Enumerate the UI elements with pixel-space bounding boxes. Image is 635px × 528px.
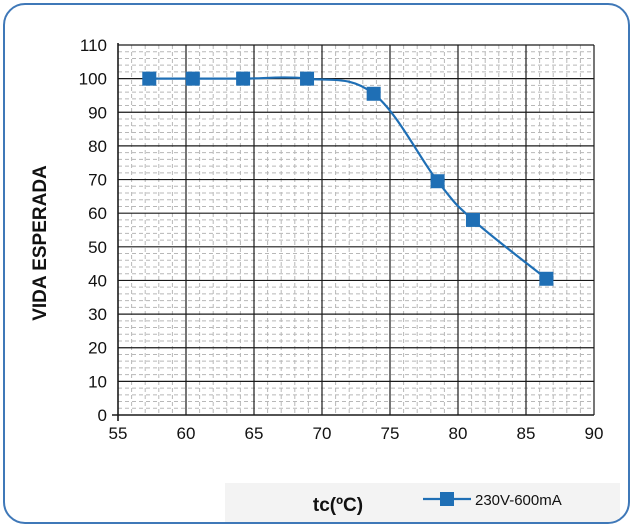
y-tick-label: 90 <box>88 103 107 122</box>
x-axis-label: tc(ºC) <box>313 495 363 516</box>
x-tick-label: 80 <box>449 424 468 443</box>
x-tick-label: 60 <box>177 424 196 443</box>
y-axis-label: VIDA ESPERADA <box>30 165 51 321</box>
axes <box>112 43 594 421</box>
y-tick-label: 10 <box>88 372 107 391</box>
y-tick-label: 0 <box>98 406 107 425</box>
y-tick-label: 50 <box>88 238 107 257</box>
x-tick-label: 85 <box>517 424 536 443</box>
y-tick-labels: 0 10 20 30 40 50 60 70 80 90 100 110 <box>79 36 107 425</box>
y-tick-label: 100 <box>79 70 107 89</box>
data-point <box>539 271 554 286</box>
x-tick-label: 90 <box>585 424 604 443</box>
x-tick-label: 55 <box>109 424 128 443</box>
x-tick-label: 75 <box>381 424 400 443</box>
x-tick-label: 65 <box>245 424 264 443</box>
data-point <box>430 174 445 189</box>
data-point <box>300 71 315 86</box>
data-point <box>366 86 381 101</box>
series-line <box>149 76 548 280</box>
x-tick-labels: 55 60 65 70 75 80 85 90 <box>109 424 604 443</box>
data-point <box>236 71 251 86</box>
y-tick-label: 110 <box>80 36 107 55</box>
data-point <box>142 71 157 86</box>
chart-frame: 55 60 65 70 75 80 85 90 0 10 20 30 40 50 60 70 80 90 100 1… <box>3 3 630 524</box>
y-tick-label: 20 <box>88 339 107 358</box>
y-tick-label: 80 <box>88 137 107 156</box>
legend: 230V-600mA <box>423 492 562 509</box>
x-tick-label: 70 <box>313 424 332 443</box>
y-tick-label: 30 <box>88 305 107 324</box>
gridlines <box>118 44 595 415</box>
legend-label: 230V-600mA <box>475 492 562 509</box>
legend-marker <box>440 492 454 506</box>
y-tick-label: 70 <box>88 171 107 190</box>
data-point <box>185 71 200 86</box>
data-point <box>465 212 480 227</box>
series-group <box>142 71 554 286</box>
line-chart: 55 60 65 70 75 80 85 90 0 10 20 30 40 50 60 70 80 90 100 1… <box>30 36 620 522</box>
legend-background <box>225 483 620 522</box>
y-tick-label: 40 <box>88 271 107 290</box>
y-tick-label: 60 <box>88 204 107 223</box>
